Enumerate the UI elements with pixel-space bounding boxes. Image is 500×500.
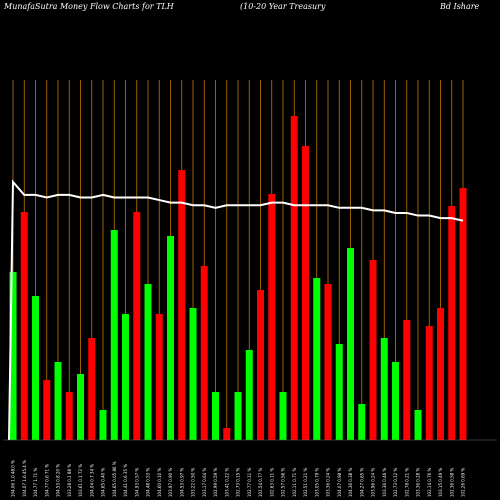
- x-tick-label: 103.96 0.24 %: [371, 468, 376, 497]
- x-tick-label: 104.07 1.6 45.4 %: [22, 460, 27, 497]
- bar-red: [43, 380, 51, 440]
- bar-green: [167, 236, 174, 440]
- bar-red: [155, 314, 163, 440]
- bar-green: [189, 308, 197, 440]
- bar-green: [279, 392, 287, 440]
- x-tick-label: 102.11 0.71 %: [292, 468, 297, 497]
- x-tick-label: 104.65 0.40 %: [101, 468, 106, 497]
- bar-red: [178, 170, 186, 440]
- bar-red: [290, 116, 298, 440]
- bar-green: [347, 248, 354, 440]
- x-tick-label: 102.26 0.69 %: [461, 468, 466, 497]
- x-tick-label: 103.22 0.50 %: [191, 468, 196, 497]
- x-tick-label: 104.27 0.65 %: [359, 468, 364, 497]
- x-tick-label: 104.93 0.57 %: [134, 468, 139, 497]
- bar-red: [200, 266, 208, 440]
- chart-title-right: Bd Ishare: [439, 2, 480, 11]
- x-tick-label: 102.73 0.12 %: [393, 468, 398, 497]
- x-tick-label: 104.60 0.10 %: [157, 468, 162, 497]
- x-tick-label: 102.14 0.76 %: [427, 468, 432, 497]
- bar-green: [358, 404, 366, 440]
- bar-red: [403, 320, 411, 440]
- x-tick-label: 104.06 1.0 48.0 %: [11, 460, 16, 497]
- x-tick-label: 103.28 0.1 88 %: [67, 464, 72, 497]
- x-tick-label: 103.41 0.22 %: [224, 468, 229, 497]
- bar-green: [99, 410, 107, 440]
- x-tick-label: 104.41 0.6 35 %: [123, 464, 128, 497]
- bar-green: [392, 362, 399, 440]
- chart-title-left: MunafaSutra Money Flow Charts for TLH: [3, 2, 175, 11]
- x-tick-label: 102.99 0.59 %: [213, 468, 218, 497]
- bar-green: [32, 296, 39, 440]
- x-tick-label: 102.63 0.11 %: [269, 468, 274, 497]
- bar-red: [437, 308, 444, 440]
- bar-green: [380, 338, 388, 440]
- bar-red: [88, 338, 96, 440]
- x-tick-label: 102.36 0.58 %: [449, 468, 454, 497]
- x-tick-label: 103.36 0.24 %: [326, 468, 331, 497]
- x-tick-label: 104.36 0.38 %: [348, 468, 353, 497]
- bar-red: [459, 188, 467, 440]
- bar-red: [268, 194, 276, 440]
- bar-green: [335, 344, 343, 440]
- bar-green: [414, 410, 422, 440]
- bar-red: [425, 326, 433, 440]
- bar-green: [77, 374, 84, 440]
- bar-red: [20, 212, 28, 440]
- bar-green: [54, 362, 62, 440]
- bar-red: [324, 284, 332, 440]
- bar-green: [234, 392, 242, 440]
- x-tick-label: 103.61 0.1 72 %: [78, 464, 83, 497]
- x-tick-label: 103.36 0.28 %: [416, 468, 421, 497]
- x-tick-label: 103.36 0.46 %: [382, 468, 387, 497]
- x-tick-label: 103.15 0.49 %: [438, 468, 443, 497]
- x-tick-label: 104.07 0.98 %: [337, 468, 342, 497]
- chart-title-middle: (10-20 Year Treasury: [240, 2, 326, 11]
- x-tick-label: 104.48 0.53 %: [146, 468, 151, 497]
- x-tick-label: 104.53 0.97 %: [179, 468, 184, 497]
- x-tick-label: 104.77 0.6 71 %: [44, 464, 49, 497]
- bar-green: [122, 314, 129, 440]
- bar-series: [9, 116, 467, 440]
- x-tick-label: 104.04 0.7 34 %: [89, 464, 94, 497]
- bar-green: [144, 284, 152, 440]
- bar-red: [369, 260, 377, 440]
- price-line: [8, 179, 464, 441]
- bar-red: [223, 428, 231, 440]
- bar-green: [212, 392, 219, 440]
- x-tick-label: 104.65 0.05 86 %: [112, 461, 117, 497]
- x-tick-label: 102.77 0.11 %: [247, 468, 252, 497]
- x-tick-label: 102.57 0.56 %: [281, 468, 286, 497]
- x-tick-labels: 104.06 1.0 48.0 % 104.07 1.6 45.4 % 104.77…: [11, 460, 466, 497]
- x-tick-label: 103.05 0.79 %: [314, 468, 319, 497]
- bar-green: [9, 272, 17, 440]
- x-tick-label: 102.78 0.21 %: [404, 468, 409, 497]
- bar-red: [65, 392, 73, 440]
- x-tick-label: 102.54 0.77 %: [258, 468, 263, 497]
- x-tick-label: 104.53 0.8 20 %: [56, 464, 61, 497]
- bar-green: [110, 230, 118, 440]
- bar-red: [257, 290, 264, 440]
- x-tick-label: 104.77 1.71 %: [33, 468, 38, 497]
- bar-green: [245, 350, 253, 440]
- bar-red: [448, 206, 456, 440]
- bar-green: [313, 278, 321, 440]
- bar-red: [302, 146, 309, 440]
- x-tick-label: 103.17 0.64 %: [202, 468, 207, 497]
- bar-red: [133, 212, 141, 440]
- x-tick-label: 103.97 0.90 %: [168, 468, 173, 497]
- x-tick-label: 102.51 0.21 %: [303, 468, 308, 497]
- x-tick-label: 102.73 0.15 %: [236, 468, 241, 497]
